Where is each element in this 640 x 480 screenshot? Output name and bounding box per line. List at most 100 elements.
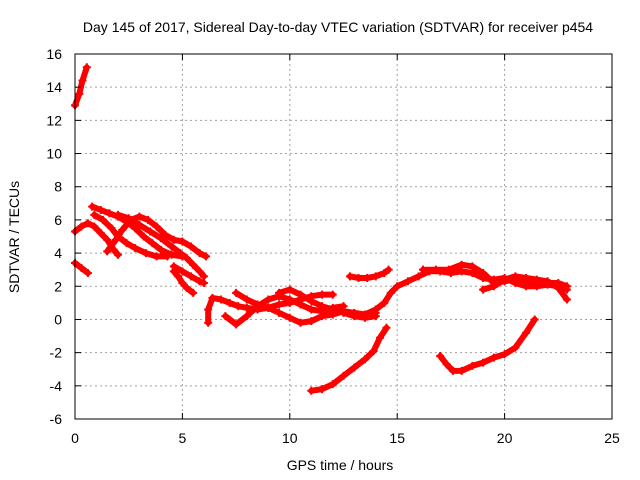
data-point (186, 242, 195, 251)
data-point (96, 205, 105, 214)
data-point (105, 209, 114, 218)
data-point (442, 360, 451, 369)
data-point (562, 295, 571, 304)
data-point (444, 265, 453, 274)
series-arc-19 (437, 316, 538, 374)
data-point (146, 227, 155, 236)
data-point (285, 313, 294, 322)
data-point (189, 288, 198, 297)
data-point (174, 272, 183, 281)
series-arc-1 (72, 64, 90, 109)
data-point (148, 239, 157, 248)
y-tick-label: -4 (50, 378, 63, 394)
data-point (186, 272, 195, 281)
data-point (131, 244, 140, 253)
x-axis-label: GPS time / hours (287, 457, 394, 473)
y-tick-label: -6 (50, 411, 63, 427)
data-point (307, 317, 316, 326)
data-point (532, 275, 541, 284)
data-point (161, 230, 170, 239)
data-point (339, 371, 348, 380)
data-point (169, 235, 178, 244)
data-point (275, 300, 284, 309)
data-point (88, 202, 97, 211)
data-point (264, 303, 273, 312)
data-point (195, 277, 204, 286)
data-point (418, 265, 427, 274)
data-point (500, 275, 509, 284)
data-point (530, 315, 539, 324)
data-point (511, 343, 520, 352)
data-point (139, 232, 148, 241)
data-point (449, 366, 458, 375)
data-point (371, 272, 380, 281)
data-point (554, 283, 563, 292)
data-point (152, 252, 161, 261)
data-point (479, 358, 488, 367)
data-point (543, 277, 552, 286)
data-point (307, 297, 316, 306)
data-point (380, 298, 389, 307)
data-point (296, 290, 305, 299)
data-point (307, 305, 316, 314)
data-point (242, 312, 251, 321)
data-point (350, 363, 359, 372)
data-point (522, 273, 531, 282)
data-point (384, 265, 393, 274)
data-point (393, 282, 402, 291)
data-point (107, 224, 116, 233)
data-point (98, 215, 107, 224)
data-point (83, 269, 92, 277)
data-point (78, 76, 87, 85)
data-point (189, 260, 198, 269)
data-point (457, 366, 466, 375)
data-point (522, 328, 531, 337)
data-point (217, 295, 226, 304)
data-point (436, 351, 445, 360)
plot-frame (74, 53, 613, 420)
data-point (202, 252, 211, 261)
data-point (511, 272, 520, 281)
data-point (169, 262, 178, 271)
data-point (176, 249, 185, 258)
y-tick-label: 4 (54, 245, 62, 261)
data-point (318, 302, 327, 311)
data-point (111, 235, 120, 244)
data-point (468, 262, 477, 271)
data-point (135, 212, 144, 221)
data-point (152, 222, 161, 231)
data-point (296, 318, 305, 327)
data-point (562, 282, 571, 291)
data-point (122, 239, 131, 248)
data-point (182, 254, 191, 263)
x-tick-label: 25 (604, 430, 620, 446)
data-point (339, 308, 348, 317)
data-point (178, 267, 187, 276)
y-tick-label: -2 (50, 345, 63, 361)
data-point (77, 222, 86, 231)
data-point (264, 295, 273, 304)
data-point (135, 220, 144, 229)
data-point (221, 312, 230, 321)
data-point (103, 235, 112, 244)
data-point (208, 293, 217, 302)
x-tick-label: 5 (179, 430, 187, 446)
data-point (77, 264, 86, 273)
data-point (468, 361, 477, 370)
data-series (71, 63, 571, 395)
y-tick-label: 10 (46, 146, 62, 162)
data-point (253, 302, 262, 311)
data-point (328, 380, 337, 389)
data-point (382, 323, 391, 332)
data-point (371, 305, 380, 314)
data-point (118, 225, 127, 234)
grid (75, 54, 612, 419)
data-point (167, 242, 176, 251)
data-point (75, 89, 84, 98)
data-point (83, 219, 92, 228)
data-point (285, 295, 294, 304)
y-axis-label: SDTVAR / TECUs (6, 181, 22, 293)
y-tick-label: 2 (54, 278, 62, 294)
data-point (489, 353, 498, 362)
data-point (242, 303, 251, 312)
